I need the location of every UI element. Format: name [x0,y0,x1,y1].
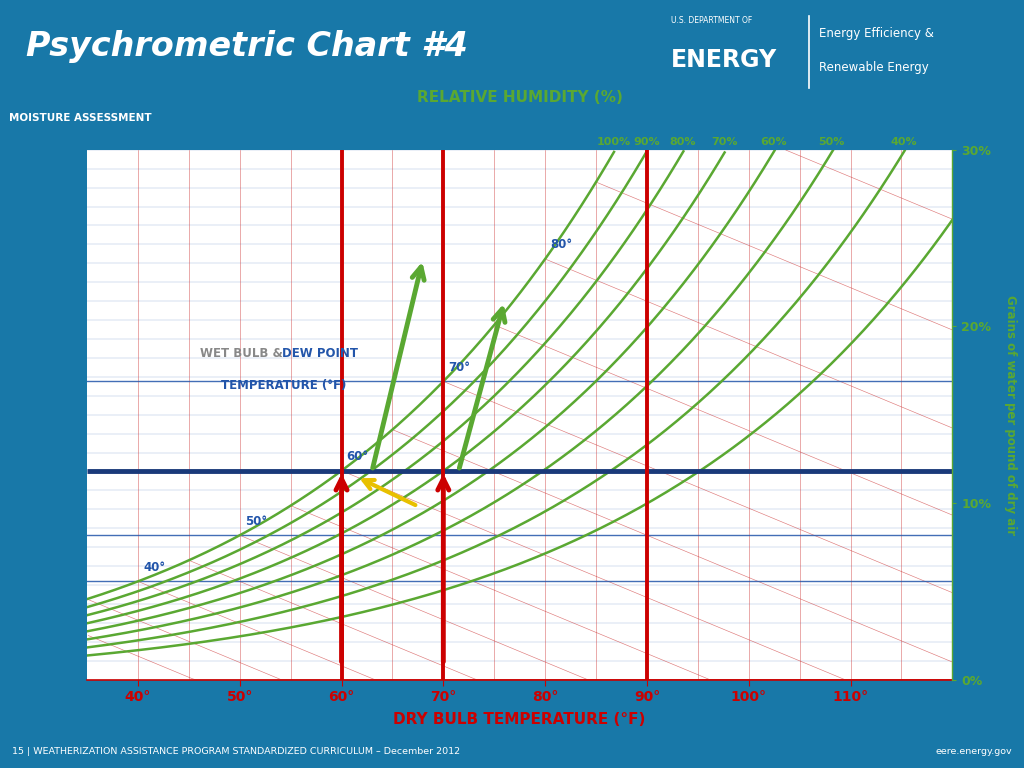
Text: 40°: 40° [143,561,165,574]
Text: 60°: 60° [346,450,369,463]
Text: eere.energy.gov: eere.energy.gov [935,747,1012,756]
Text: 70%: 70% [712,137,738,147]
Text: RELATIVE HUMIDITY (%): RELATIVE HUMIDITY (%) [417,90,623,104]
Text: 40%: 40% [891,137,918,147]
Text: Grains of water per pound of dry air: Grains of water per pound of dry air [1004,295,1017,535]
Text: 80°: 80° [550,238,572,251]
Text: Psychrometric Chart #4: Psychrometric Chart #4 [26,30,468,63]
Text: 70°: 70° [449,361,470,374]
Text: DEW POINT: DEW POINT [282,347,357,360]
X-axis label: DRY BULB TEMPERATURE (°F): DRY BULB TEMPERATURE (°F) [393,713,646,727]
Text: Renewable Energy: Renewable Energy [819,61,929,74]
Text: 50°: 50° [245,515,267,528]
Text: 15 | WEATHERIZATION ASSISTANCE PROGRAM STANDARDIZED CURRICULUM – December 2012: 15 | WEATHERIZATION ASSISTANCE PROGRAM S… [12,747,461,756]
Text: 60%: 60% [760,137,786,147]
Text: 100%: 100% [597,137,631,147]
Text: 90%: 90% [633,137,659,147]
Text: WET BULB &: WET BULB & [200,347,287,360]
Text: TEMPERATURE (°F): TEMPERATURE (°F) [221,379,346,392]
Text: 80%: 80% [670,137,696,147]
Text: Energy Efficiency &: Energy Efficiency & [819,27,934,40]
Text: MOISTURE ASSESSMENT: MOISTURE ASSESSMENT [9,113,152,124]
Text: 50%: 50% [818,137,845,147]
Text: ENERGY: ENERGY [671,48,777,72]
Text: U.S. DEPARTMENT OF: U.S. DEPARTMENT OF [671,16,752,25]
